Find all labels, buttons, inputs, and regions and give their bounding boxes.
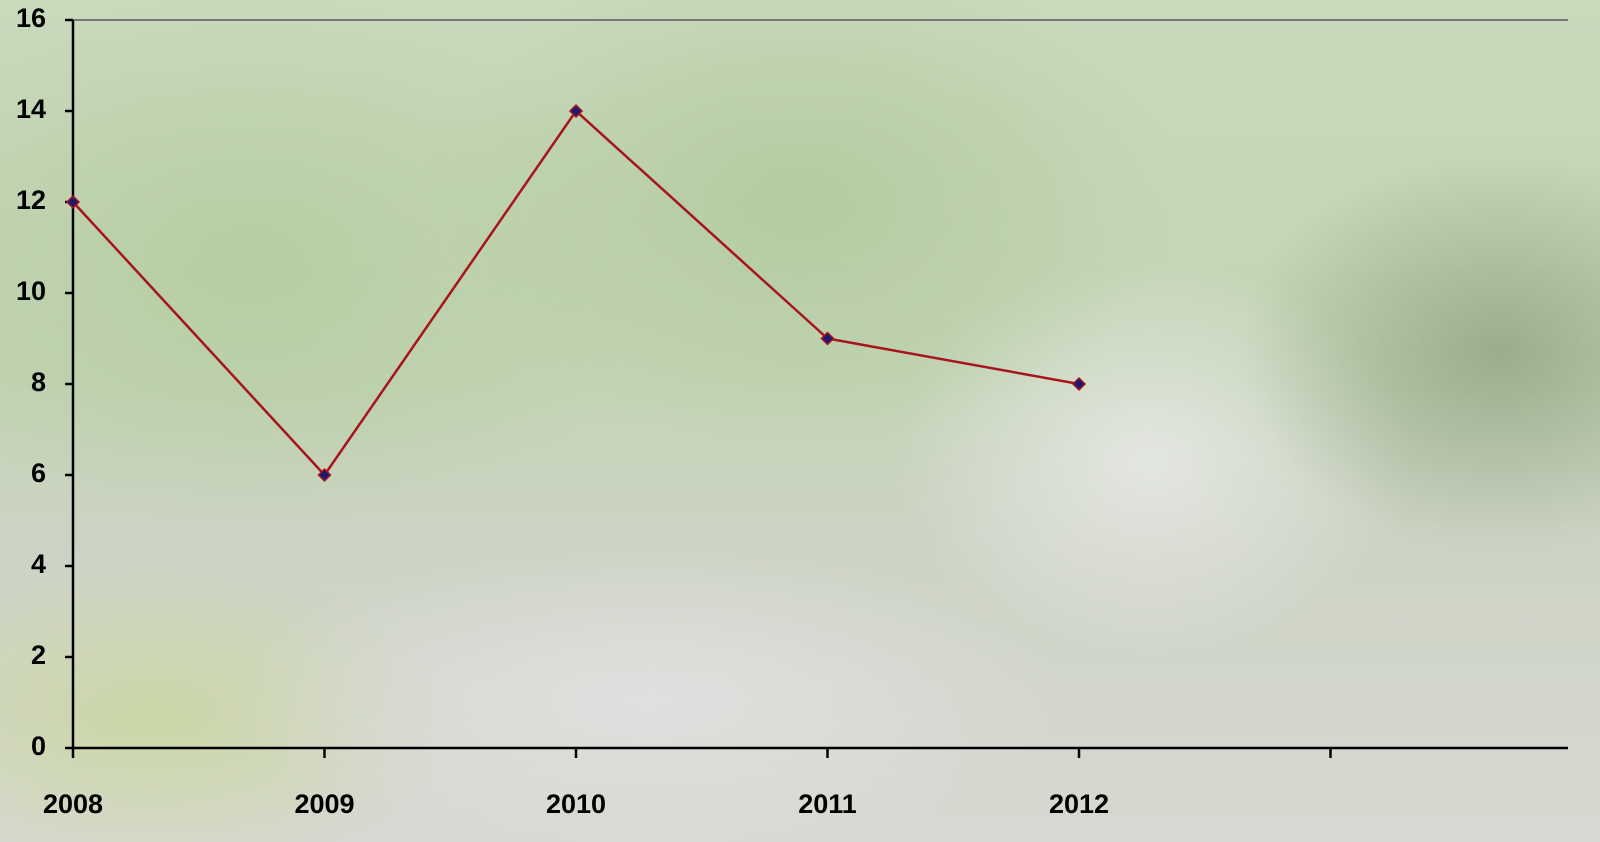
chart: 0 2 4 6 8 10 12 14 16 2008 2009 2010 2011 2012 — [0, 0, 1600, 842]
x-tick-label: 2011 — [798, 789, 857, 819]
x-tick-label: 2010 — [546, 789, 606, 819]
y-tick-label: 8 — [31, 367, 46, 397]
y-tick-label: 4 — [31, 549, 46, 579]
data-line — [73, 111, 1079, 475]
y-tick-label: 6 — [31, 458, 46, 488]
y-tick-label: 16 — [16, 3, 46, 33]
y-tick-label: 0 — [31, 731, 46, 761]
y-tick-label: 10 — [16, 276, 46, 306]
y-tick-label: 14 — [16, 94, 46, 124]
data-point — [1073, 378, 1085, 390]
y-tick-label: 12 — [16, 185, 46, 215]
x-tick-label: 2009 — [294, 789, 354, 819]
x-tick-label: 2008 — [43, 789, 103, 819]
x-tick-label: 2012 — [1049, 789, 1109, 819]
y-tick-label: 2 — [31, 640, 46, 670]
